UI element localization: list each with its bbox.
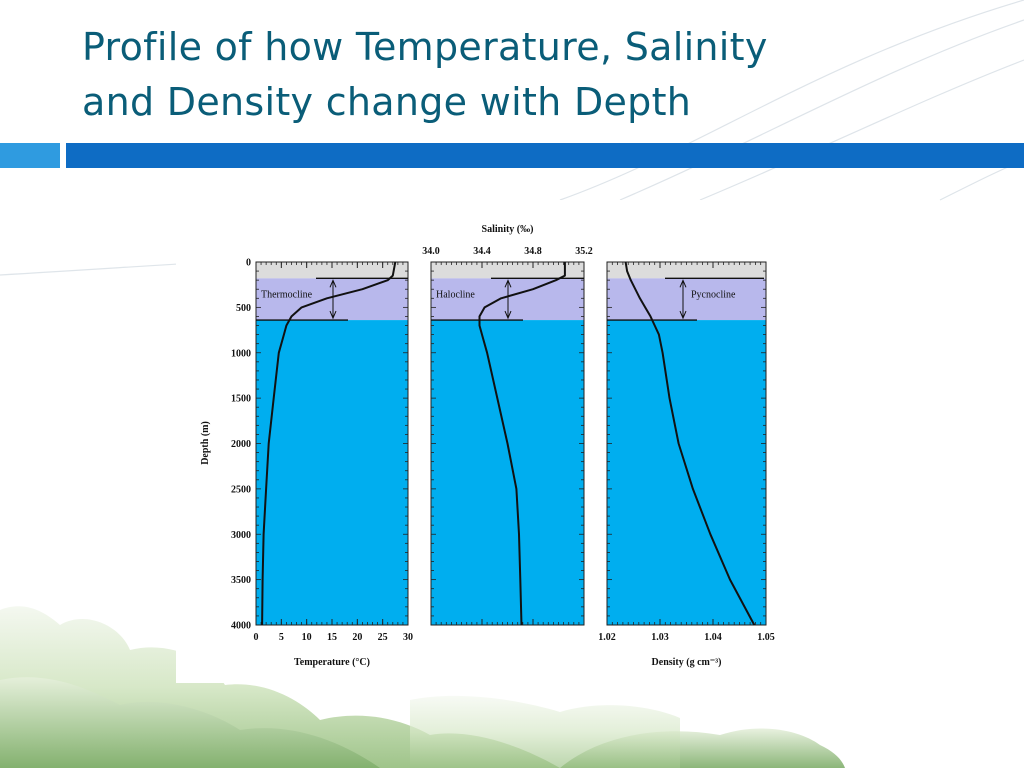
- title-line-2: and Density change with Depth: [82, 80, 692, 124]
- x-tick-label: 30: [403, 632, 413, 643]
- deep-water-zone: [256, 320, 408, 625]
- x-tick-label: 10: [302, 632, 312, 643]
- x-tick-label: 5: [279, 632, 284, 643]
- x-tick-label: 35.2: [575, 246, 593, 257]
- profile-line-density: [624, 261, 756, 626]
- x-tick-label: 1.02: [598, 632, 616, 643]
- x-tick-label: 0: [254, 632, 259, 643]
- surface-zone: [256, 262, 408, 279]
- deep-water-zone: [431, 320, 584, 625]
- cline-label: Halocline: [436, 289, 475, 300]
- cline-arrow-head: [329, 279, 337, 288]
- x-axis-title: Density (g cm⁻³): [652, 657, 722, 668]
- deep-water-zone: [607, 320, 766, 625]
- cline-zone: [607, 278, 766, 321]
- y-tick-labels: 0 500 1000 1500 2000 2500 3000 3500 4000: [231, 258, 251, 632]
- cline-label: Pycnocline: [691, 289, 736, 300]
- cline-arrow-head: [679, 279, 687, 288]
- y-tick-label: 500: [236, 303, 251, 314]
- y-axis-title: Depth (m): [200, 421, 211, 465]
- x-tick-label: 1.03: [651, 632, 669, 643]
- y-tick-label: 0: [246, 258, 251, 269]
- x-tick-label: 1.05: [757, 632, 775, 643]
- x-tick-label: 34.4: [473, 246, 491, 257]
- x-tick-label: 34.8: [524, 246, 542, 257]
- x-tick-label: 20: [352, 632, 362, 643]
- cline-arrow-head: [329, 310, 337, 320]
- y-tick-label: 4000: [231, 621, 251, 632]
- cline-zone: [256, 278, 408, 321]
- surface-zone: [431, 262, 584, 279]
- title-accent-bar: [0, 143, 1024, 168]
- cline-arrow-head: [679, 310, 687, 320]
- slide-title: Profile of how Temperature, Salinity and…: [82, 20, 982, 130]
- x-axis-title: Temperature (°C): [294, 657, 370, 668]
- x-tick-label: 34.0: [422, 246, 440, 257]
- cloud-decoration: [0, 606, 845, 768]
- y-tick-label: 2000: [231, 439, 251, 450]
- profile-line-salinity: [478, 262, 566, 626]
- y-tick-label: 3500: [231, 575, 251, 586]
- panel-salinity: 34.0 34.4 34.8 35.2 Salinity (‰) Halocline: [422, 224, 593, 626]
- panel-density: 1.02 1.03 1.04 1.05 Density (g cm⁻³) Pycnocli…: [598, 261, 775, 668]
- x-tick-label: 25: [378, 632, 388, 643]
- y-tick-label: 3000: [231, 530, 251, 541]
- panel-temperature: 0 5 10 15 20 25 30 Temperature (°C) Thermocline: [254, 261, 413, 668]
- x-axis-title: Salinity (‰): [482, 224, 534, 235]
- y-tick-label: 1500: [231, 394, 251, 405]
- cline-label: Thermocline: [261, 289, 313, 300]
- cline-arrow-head: [504, 279, 512, 288]
- depth-profile-chart: Depth (m) 0 500 1000 1500 2000 2500 3000 3500 40…: [200, 224, 775, 668]
- y-tick-label: 1000: [231, 348, 251, 359]
- x-tick-label: 1.04: [704, 632, 722, 643]
- title-line-1: Profile of how Temperature, Salinity: [82, 25, 768, 69]
- chart-panels: 0 5 10 15 20 25 30 Temperature (°C) Thermocline 3…: [254, 224, 775, 668]
- surface-zone: [607, 262, 766, 279]
- x-tick-label: 15: [327, 632, 337, 643]
- y-tick-label: 2500: [231, 484, 251, 495]
- profile-line-temperature: [261, 261, 397, 626]
- figure-panel: Depth (m) 0 500 1000 1500 2000 2500 3000 3500 40…: [176, 200, 782, 683]
- cline-arrow-head: [504, 310, 512, 320]
